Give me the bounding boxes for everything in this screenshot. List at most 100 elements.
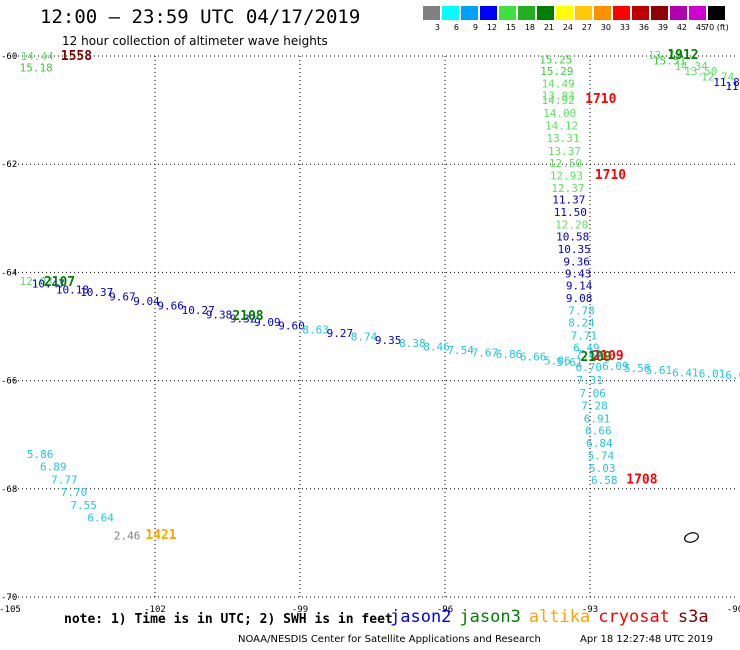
wave-height-value: 10.47	[32, 278, 65, 291]
legend-label: 42	[676, 23, 687, 32]
wave-height-value: 12.74	[701, 70, 734, 83]
lon-tick-label: -102	[144, 605, 166, 615]
page-title: 12:00 — 23:59 UTC 04/17/2019	[40, 6, 361, 28]
pass-time-label: 1558	[61, 49, 92, 64]
legend-label: 6	[453, 23, 459, 32]
wave-height-value: 5.61	[646, 364, 673, 377]
wave-height-value: 13.78	[648, 49, 681, 62]
legend-swatch	[651, 6, 668, 20]
legend-label: 9	[472, 23, 478, 32]
wave-height-value: 7.31	[576, 374, 603, 387]
wave-height-value: 5.56	[624, 362, 651, 375]
footer-timestamp: Apr 18 12:27:48 UTC 2019	[580, 634, 713, 645]
wave-height-value: 6.64	[87, 511, 114, 524]
wave-height-value: 9.09	[254, 316, 280, 329]
wave-height-value: 7.06	[579, 387, 606, 400]
lat-tick-label: -64	[1, 268, 17, 278]
wave-height-value: 6.70	[576, 361, 603, 374]
legend-swatch	[689, 6, 706, 20]
pass-time-label: 1710	[585, 92, 616, 107]
wave-height-value: 9.60	[278, 320, 305, 333]
pass-time-label: 1912	[667, 48, 698, 63]
legend-swatch	[708, 6, 725, 20]
island-outline-shape	[684, 532, 699, 543]
legend-swatch	[594, 6, 611, 20]
satellite-jason3-label: jason3	[459, 607, 521, 627]
wave-height-value: 11.87	[713, 76, 740, 89]
wave-height-value: 7.67	[472, 346, 499, 359]
legend-swatch	[461, 6, 478, 20]
legend-label: 12	[486, 23, 497, 32]
wave-height-value: 15.51	[653, 55, 686, 68]
wave-height-value: 10.27	[182, 304, 215, 317]
legend-swatch	[442, 6, 459, 20]
lat-tick-label: -60	[1, 52, 17, 62]
wave-height-value: 6.58	[591, 474, 618, 487]
satellite-s3a-label: s3a	[677, 607, 709, 627]
wave-height-value: 15.18	[20, 62, 53, 75]
legend-label: 33	[619, 23, 630, 32]
pass-time-label: 1708	[626, 472, 657, 487]
legend-swatch	[670, 6, 687, 20]
wave-height-value: 14.49	[542, 77, 575, 90]
wave-height-value: 6.09	[602, 360, 629, 373]
wave-height-value: 5.86	[27, 448, 53, 461]
wave-height-value: 13.50	[684, 65, 717, 78]
footer-credit: NOAA/NESDIS Center for Satellite Applica…	[238, 634, 541, 645]
legend-swatch	[423, 6, 440, 20]
pass-time-label: 2108	[232, 309, 263, 324]
legend-swatch	[499, 6, 516, 20]
island-outline	[684, 532, 699, 543]
lon-tick-label: -96	[437, 605, 453, 615]
lat-tick-label: -66	[1, 377, 17, 387]
axis-ticks: -105 -102 -99 -96 -93 -90 -60 -62 -64 -66 -68 -70	[0, 52, 740, 615]
wave-height-value: 12.93	[550, 169, 583, 182]
legend-swatch	[518, 6, 535, 20]
legend-swatch	[556, 6, 573, 20]
wave-height-value: 9.08	[566, 292, 593, 305]
wave-height-value: 13.37	[548, 145, 581, 158]
wave-height-value: 9.38	[206, 308, 233, 321]
wave-height-value: 6.49	[573, 341, 600, 354]
wave-height-value: 14.34	[675, 60, 708, 73]
satellite-altika-label: altika	[528, 607, 591, 627]
wave-height-value: 7.77	[51, 473, 77, 486]
wave-height-value: 12.20	[555, 219, 588, 232]
wave-height-value: 9.35	[375, 334, 402, 347]
wave-height-value: 6.91	[584, 412, 611, 425]
legend-label: 36	[638, 23, 649, 32]
legend-label: 70 (ft)	[704, 23, 729, 32]
wave-height-value: 6.86	[496, 348, 523, 361]
legend-swatch	[537, 6, 554, 20]
wave-height-value: 15.29	[540, 65, 573, 78]
wave-height-value: 9.04	[133, 295, 160, 308]
lon-tick-label: -90	[727, 605, 740, 615]
wave-height-value: 8.63	[302, 324, 329, 337]
wave-height-value: 10.37	[80, 286, 113, 299]
wave-height-value: 7.55	[70, 499, 97, 512]
lon-tick-label: -99	[292, 605, 308, 615]
wave-height-value: 6.66	[520, 351, 547, 364]
legend-label: 3	[434, 23, 440, 32]
legend-label: 15	[505, 23, 516, 32]
legend-label: 21	[543, 23, 554, 32]
wave-height-value: 7.54	[447, 344, 474, 357]
wave-height-value: 14.92	[542, 94, 575, 107]
wave-height-value: 6.66	[585, 425, 612, 438]
pass-time-label: 2109	[580, 350, 611, 365]
wave-height-value: 6.89	[40, 460, 67, 473]
pass-time-label: 2109	[592, 349, 623, 364]
satellite-jason2-label: jason2	[390, 607, 452, 627]
wave-height-value: 5.61	[556, 356, 583, 369]
wave-height-value: 2.46	[114, 530, 140, 543]
wave-height-value: 9.36	[563, 255, 590, 268]
wave-height-value: 8.38	[399, 337, 426, 350]
lon-tick-label: -105	[0, 605, 21, 615]
wave-height-value: 9.14	[566, 280, 593, 293]
legend-label: 30	[600, 23, 611, 32]
wave-height-value: 11.37	[552, 194, 585, 207]
wave-height-value: 5.86	[544, 354, 571, 367]
wave-height-value: 10.35	[558, 243, 591, 256]
